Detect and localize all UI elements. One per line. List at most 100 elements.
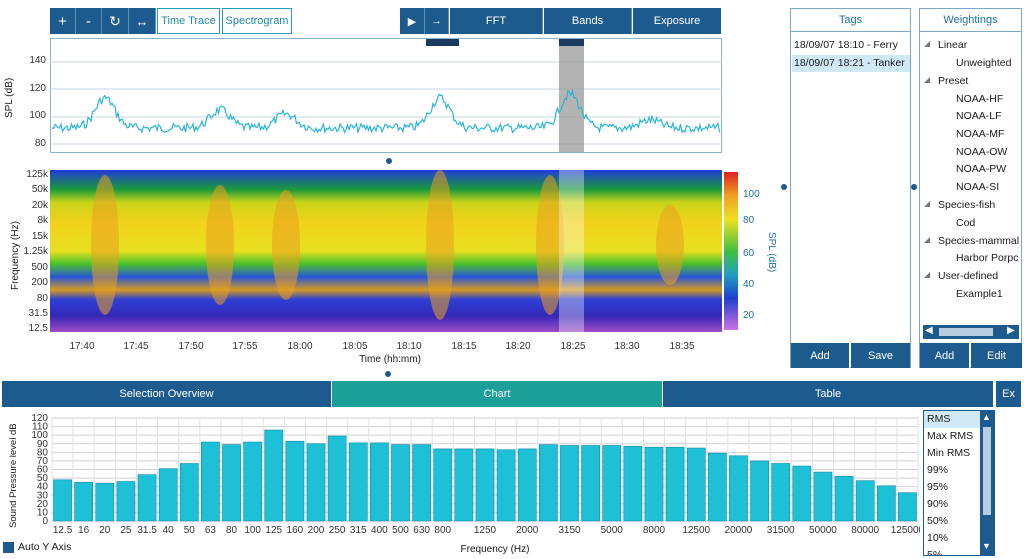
splitter-handle[interactable] [386,158,392,164]
splitter-handle[interactable] [911,184,917,190]
spl-ytick: 80 [34,138,46,149]
zoom-out-button[interactable]: - [76,8,102,34]
tree-expand-icon[interactable]: ◢ [924,39,931,48]
time-xtick: 18:35 [669,341,695,352]
tab-table[interactable]: Table [663,381,994,407]
tree-expand-icon[interactable]: ◢ [924,199,931,208]
reset-zoom-button[interactable]: ↻ [102,8,129,34]
x-tick-label: 80000 [851,525,879,536]
tree-group[interactable]: User-defined [938,270,999,282]
y-tick-label: 90 [37,439,49,450]
colorbar [724,172,738,330]
tree-leaf[interactable]: Unweighted [956,57,1012,69]
tree-group[interactable]: Species-mammal [938,235,1020,247]
stat-item[interactable]: Min RMS [927,447,971,459]
bar [644,446,664,522]
tree-group[interactable]: Species-fish [938,199,996,211]
bar [201,441,220,522]
bar [370,442,389,522]
fit-width-button[interactable]: ↔ [129,8,156,34]
x-tick-label: 125000 [891,525,920,536]
tree-expand-icon[interactable]: ◢ [924,235,931,244]
tag-save-button[interactable]: Save [851,343,910,368]
spectrogram-plot[interactable] [50,170,722,332]
spl-time-trace-plot[interactable] [50,38,722,154]
tree-leaf[interactable]: NOAA-OW [956,146,1008,158]
horizontal-scrollbar[interactable]: ◀ ▶ [923,325,1019,339]
bar [686,447,706,522]
spectrogram-toggle[interactable]: Spectrogram [222,8,292,34]
statistic-list[interactable]: RMS Max RMS Min RMS 99% 95% 90% 50% 10% … [923,410,995,556]
x-tick-label: 200 [308,525,325,536]
tree-group[interactable]: Linear [938,39,968,51]
bar [285,440,305,522]
stat-item[interactable]: 95% [927,481,949,493]
scroll-thumb[interactable] [983,427,991,515]
splitter-handle[interactable] [781,184,787,190]
y-tick-label: 20 [37,499,49,510]
x-tick-label: 63 [205,525,217,536]
spectrogram-selection [559,170,584,332]
weighting-edit-button[interactable]: Edit [971,343,1022,368]
time-axis-title: Time (hh:mm) [359,354,421,365]
spectrogram-energy-band [656,205,684,285]
splitter-handle[interactable] [385,371,391,377]
tag-add-button[interactable]: Add [791,343,850,368]
tree-leaf[interactable]: NOAA-SI [956,181,1000,193]
x-tick-label: 800 [434,525,451,536]
weighting-add-button[interactable]: Add [920,343,970,368]
x-tick-label: 50000 [809,525,837,536]
scroll-up-icon[interactable]: ▲ [982,412,991,422]
freq-ytick: 200 [31,277,48,288]
tree-expand-icon[interactable]: ◢ [924,75,931,84]
tree-group[interactable]: Preset [938,75,969,87]
vertical-scrollbar[interactable]: ▲ ▼ [980,411,994,555]
exposure-button[interactable]: Exposure [633,8,721,34]
bands-button[interactable]: Bands [544,8,632,34]
tag-item[interactable]: 18/09/07 18:10 - Ferry [794,39,898,51]
time-xtick: 18:15 [451,341,477,352]
tree-leaf[interactable]: Example1 [956,288,1003,300]
y-tick-label: 110 [32,422,48,433]
tab-selection-overview[interactable]: Selection Overview [2,381,332,407]
tree-leaf[interactable]: NOAA-PW [956,163,1007,175]
tree-leaf[interactable]: Cod [956,217,976,229]
scroll-thumb[interactable] [939,328,993,336]
bar [834,476,854,522]
zoom-in-button[interactable]: + [50,8,76,34]
bar [95,482,115,522]
play-button[interactable]: ▶ [400,8,425,34]
bar [222,444,241,522]
stat-item[interactable]: 90% [927,498,949,510]
stat-item-selected[interactable]: RMS [924,411,981,428]
scroll-right-icon[interactable]: ▶ [1007,325,1015,336]
tree-leaf[interactable]: Harbor Porpc [956,252,1019,264]
auto-y-axis-checkbox[interactable] [3,542,14,553]
stat-item[interactable]: 5% [927,549,943,556]
scroll-left-icon[interactable]: ◀ [925,325,933,336]
tab-export[interactable]: Ex [996,381,1022,407]
scroll-down-icon[interactable]: ▼ [982,541,991,551]
tag-item-selected[interactable]: 18/09/07 18:21 - Tanker [792,55,910,72]
x-tick-label: 250 [329,525,346,536]
tags-panel: Tags 18/09/07 18:10 - Ferry 18/09/07 18:… [790,8,911,368]
tab-chart[interactable]: Chart [332,381,663,407]
time-xtick: 17:55 [232,341,258,352]
bar [898,492,917,522]
bar [475,448,495,522]
tree-expand-icon[interactable]: ◢ [924,270,931,279]
stat-item[interactable]: 50% [927,515,949,527]
stat-item[interactable]: 99% [927,464,949,476]
stat-item[interactable]: 10% [927,532,949,544]
time-trace-toggle[interactable]: Time Trace [157,8,220,34]
fft-button[interactable]: FFT [450,8,543,34]
bar [581,445,600,522]
tree-leaf[interactable]: NOAA-LF [956,110,1002,122]
step-button[interactable]: → [425,8,449,34]
tree-leaf[interactable]: NOAA-HF [956,93,1004,105]
x-tick-label: 2000 [516,525,539,536]
stat-item[interactable]: Max RMS [927,430,974,442]
bar [855,480,875,522]
tree-leaf[interactable]: NOAA-MF [956,128,1005,140]
